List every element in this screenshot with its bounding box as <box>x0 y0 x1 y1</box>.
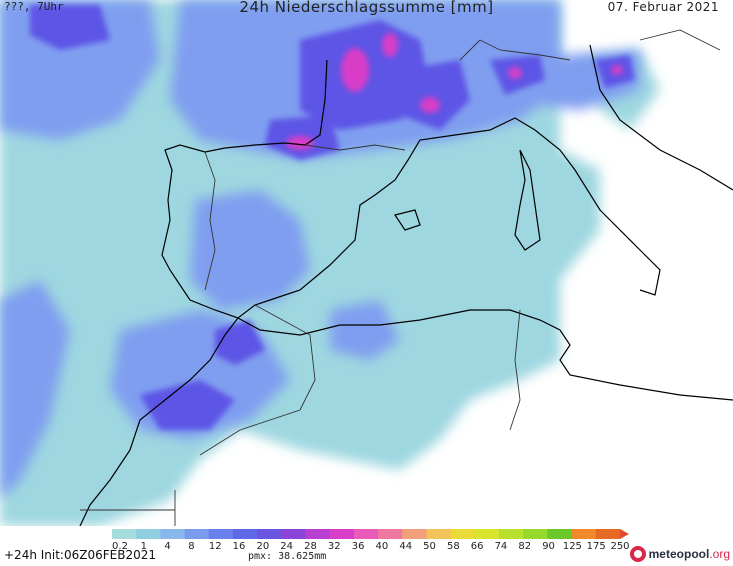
run-label: ???, 7Uhr <box>4 0 64 13</box>
legend-tick-label: 50 <box>423 541 436 552</box>
coastlines <box>79 44 733 526</box>
legend-swatch <box>402 529 427 539</box>
legend-arrow-icon <box>620 529 629 539</box>
legend-tick-label: 24 <box>280 541 294 552</box>
legend-tick-label: 8 <box>188 541 195 552</box>
legend-tick-label: 125 <box>562 541 582 552</box>
legend-tick-label: 250 <box>610 541 630 552</box>
country-borders <box>80 29 721 526</box>
legend-swatch <box>499 529 524 539</box>
legend-tick-label: 16 <box>232 541 246 552</box>
legend-tick-label: 74 <box>494 541 508 552</box>
legend-swatch <box>281 529 307 539</box>
legend-swatch <box>160 529 186 539</box>
legend-tick-label: 40 <box>375 541 389 552</box>
legend-tick-label: 28 <box>304 541 317 552</box>
legend-swatch <box>378 529 403 539</box>
legend-swatch <box>523 529 548 539</box>
legend-tick-label: 44 <box>399 541 413 552</box>
logo-name: meteopool <box>648 547 710 561</box>
legend-swatch <box>450 529 476 539</box>
legend-tick-label: 20 <box>256 541 270 552</box>
legend-swatch <box>112 529 137 539</box>
legend-swatch <box>232 529 258 539</box>
legend-swatch <box>547 529 573 539</box>
legend-swatch <box>136 529 161 539</box>
legend-swatch <box>329 529 355 539</box>
legend-tick-label: 32 <box>327 541 341 552</box>
legend-swatch <box>474 529 500 539</box>
legend-tick-label: 82 <box>518 541 532 552</box>
logo-tld: .org <box>709 547 730 561</box>
legend-tick-label: 175 <box>586 541 606 552</box>
valid-date: 07. Februar 2021 <box>607 0 719 14</box>
legend-tick-label: 4 <box>164 541 171 552</box>
legend-swatch <box>305 529 331 539</box>
legend-swatch <box>184 529 210 539</box>
legend-swatch <box>208 529 234 539</box>
legend-swatch <box>353 529 379 539</box>
logo-icon <box>629 546 646 562</box>
legend-swatch <box>257 529 282 539</box>
init-label: +24h Init:06Z06FEB2021 <box>4 548 156 562</box>
legend-tick-label: 0.2 <box>112 541 128 552</box>
precipitation-map <box>0 0 733 526</box>
map-title: 24h Niederschlagssumme [mm] <box>239 0 494 16</box>
legend-tick-label: 1 <box>140 541 147 552</box>
color-legend <box>112 529 629 539</box>
legend-tick-label: 66 <box>470 541 484 552</box>
legend-swatch <box>571 529 597 539</box>
legend-tick-label: 90 <box>542 541 555 552</box>
pmx-label: pmx: 38.625mm <box>248 551 327 562</box>
legend-tick-label: 36 <box>351 541 365 552</box>
rain-peak-field <box>286 33 623 150</box>
legend-tick-label: 12 <box>208 541 222 552</box>
legend-tick-label: 58 <box>446 541 460 552</box>
legend-swatch <box>426 529 452 539</box>
meteopool-logo: meteopool.org <box>629 546 730 562</box>
legend-swatch <box>595 529 621 539</box>
